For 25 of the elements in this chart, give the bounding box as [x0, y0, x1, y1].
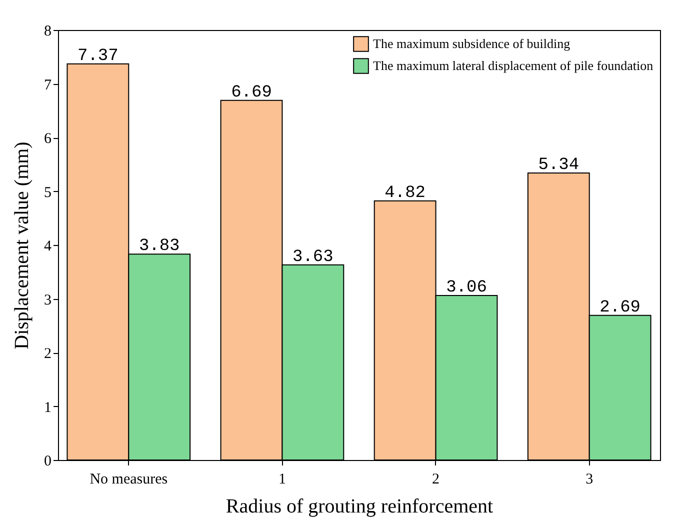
- y-tick-label: 8: [44, 24, 52, 40]
- x-tick-label: 1: [278, 472, 286, 488]
- data-label: 6.69: [231, 83, 272, 102]
- data-label: 4.82: [384, 184, 426, 203]
- y-tick-label: 5: [44, 184, 52, 201]
- y-tick-label: 3: [44, 292, 52, 308]
- data-label: 2.69: [600, 298, 640, 318]
- x-tick-label: 3: [586, 472, 594, 488]
- data-label: 5.34: [538, 156, 580, 175]
- data-label: 3.63: [292, 248, 334, 267]
- y-tick-label: 7: [44, 77, 52, 94]
- y-tick-label: 2: [44, 346, 52, 362]
- x-axis-title: Radius of grouting reinforcement: [226, 496, 494, 518]
- y-tick-label: 4: [44, 238, 52, 254]
- x-tick-label: 2: [432, 472, 440, 488]
- y-tick-label: 0: [44, 454, 52, 470]
- legend-label: The maximum subsidence of building: [373, 36, 571, 51]
- legend-label: The maximum lateral displacement of pile foundation: [373, 58, 654, 73]
- y-axis-title: Displacement value (mm): [11, 142, 33, 350]
- data-label: 3.06: [446, 278, 487, 298]
- y-tick-label: 1: [44, 400, 52, 416]
- data-label: 7.37: [78, 46, 118, 66]
- y-tick-label: 6: [44, 131, 52, 147]
- data-label: 3.83: [138, 237, 180, 256]
- x-tick-label: No measures: [90, 472, 168, 488]
